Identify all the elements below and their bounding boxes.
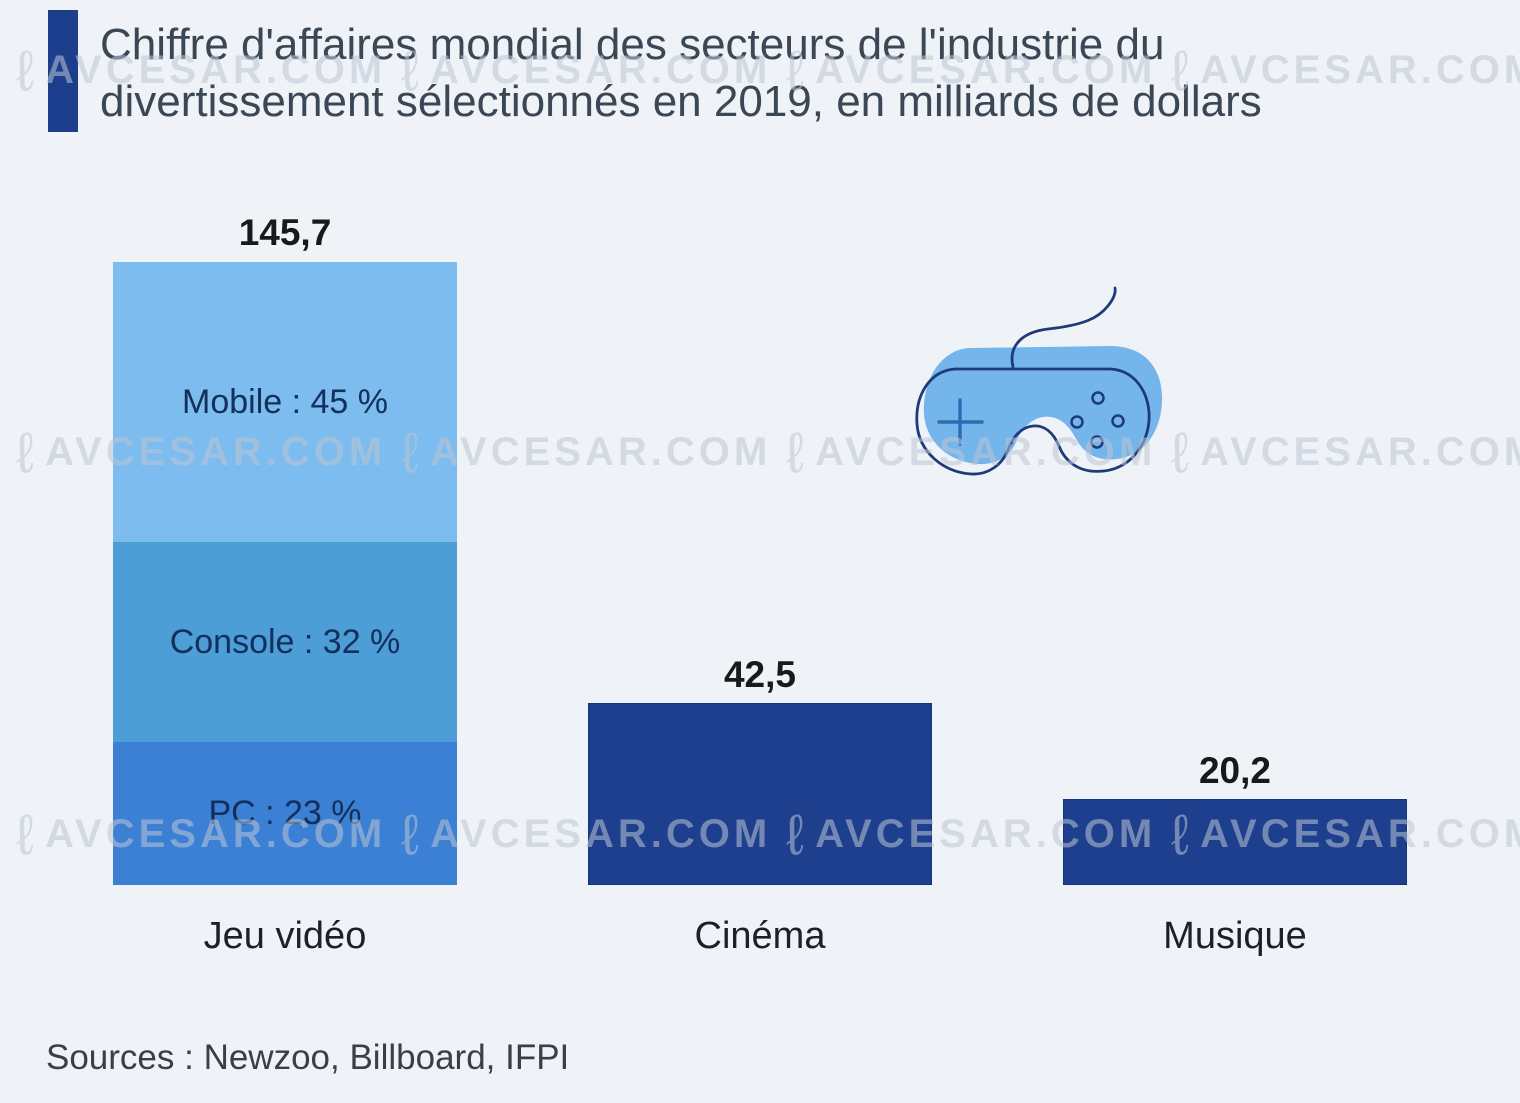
- controller-buttons: [1070, 391, 1125, 449]
- category-label-musique: Musique: [1163, 915, 1307, 957]
- controller-cable: [1010, 286, 1117, 369]
- controller-blob: [923, 346, 1163, 465]
- bar-group-jeu-video: 145,7 Mobile : 45 % Console : 32 % PC : …: [113, 212, 457, 957]
- value-label: 145,7: [238, 212, 332, 253]
- segment-label: Console : 32 %: [169, 622, 401, 661]
- bar-group-cinema: 42,5 Cinéma: [588, 262, 932, 957]
- bar-chart: 145,7 Mobile : 45 % Console : 32 % PC : …: [0, 212, 1520, 957]
- segment-pc: PC : 23 %: [113, 741, 457, 885]
- value-label: 42,5: [723, 654, 796, 696]
- bar-group-musique: 20,2 Musique: [1063, 262, 1407, 957]
- category-label-cinema: Cinéma: [694, 915, 826, 957]
- segment-label: Mobile : 45 %: [182, 382, 388, 421]
- segment-label: PC : 23 %: [208, 793, 362, 832]
- bar-jeu-video: 145,7 Mobile : 45 % Console : 32 % PC : …: [113, 212, 457, 885]
- title-line-1: Chiffre d'affaires mondial des secteurs …: [100, 20, 1165, 69]
- page-title: Chiffre d'affaires mondial des secteurs …: [100, 16, 1500, 130]
- controller-outline: [915, 367, 1151, 476]
- segment-console: Console : 32 %: [113, 542, 457, 742]
- title-accent-bar: [48, 10, 78, 132]
- bar-musique: 20,2: [1063, 750, 1407, 885]
- controller-dpad: [937, 398, 984, 446]
- value-label: 20,2: [1198, 749, 1271, 791]
- title-line-2: divertissement sélectionnés en 2019, en …: [100, 77, 1262, 126]
- game-controller-icon: [915, 286, 1163, 476]
- bar-cinema: 42,5: [588, 654, 932, 885]
- category-label-jeu-video: Jeu vidéo: [203, 915, 367, 957]
- source-note: Sources : Newzoo, Billboard, IFPI: [46, 1038, 570, 1077]
- segment-mobile: Mobile : 45 %: [113, 262, 457, 543]
